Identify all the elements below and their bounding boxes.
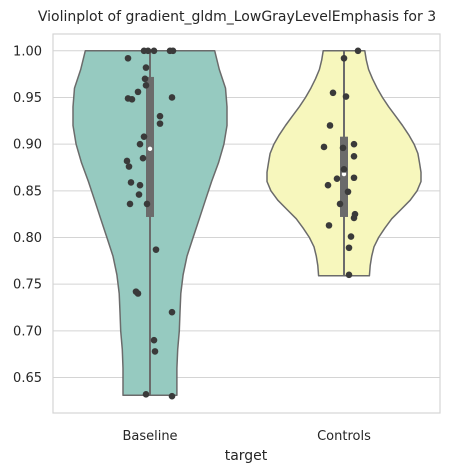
plot-frame	[52, 33, 441, 414]
data-point-baseline	[156, 120, 164, 127]
data-point-baseline	[126, 200, 134, 208]
y-tick-label: 0.65	[13, 371, 42, 386]
data-point-baseline	[150, 47, 158, 55]
iqr-box-controls	[340, 136, 348, 217]
data-point-controls	[336, 200, 344, 208]
data-point-controls	[350, 140, 358, 148]
strip-points	[123, 47, 362, 400]
data-point-baseline	[152, 246, 160, 253]
data-point-baseline	[134, 88, 142, 96]
y-tick-label: 0.85	[13, 184, 42, 199]
y-axis-ticks: 0.65 0.70 0.75 0.80 0.85 0.90 0.95 1.00	[13, 44, 42, 386]
y-tick-label: 0.80	[13, 231, 42, 246]
data-point-controls	[325, 222, 333, 229]
data-point-controls	[345, 271, 353, 279]
y-tick-label: 1.00	[13, 44, 42, 59]
x-tick-label: Controls	[317, 429, 371, 444]
data-point-baseline	[142, 64, 150, 71]
data-point-controls	[326, 122, 334, 129]
x-tick-label: Baseline	[122, 429, 177, 444]
data-point-baseline	[142, 82, 150, 89]
data-point-baseline	[124, 54, 132, 62]
data-point-controls	[347, 233, 355, 240]
data-point-baseline	[168, 308, 176, 316]
data-point-baseline	[134, 290, 142, 297]
data-point-baseline	[168, 94, 176, 101]
data-point-controls	[344, 188, 352, 196]
x-axis-ticks: Baseline Controls	[122, 429, 371, 444]
data-point-baseline	[127, 179, 135, 186]
data-point-controls	[324, 181, 332, 189]
data-point-controls	[339, 144, 347, 152]
data-point-baseline	[139, 154, 147, 162]
data-point-controls	[329, 89, 337, 97]
data-point-baseline	[156, 112, 164, 120]
data-point-controls	[354, 47, 362, 55]
data-point-baseline	[141, 75, 149, 83]
median-controls	[341, 171, 347, 177]
violins	[72, 50, 422, 397]
data-point-baseline	[125, 163, 133, 170]
data-point-controls	[333, 175, 341, 182]
data-point-baseline	[135, 191, 143, 198]
y-tick-label: 0.75	[13, 278, 42, 293]
data-point-baseline	[169, 47, 177, 55]
data-point-baseline	[168, 392, 176, 400]
data-point-baseline	[143, 200, 151, 208]
data-point-controls	[340, 166, 348, 173]
data-point-baseline	[151, 348, 159, 355]
data-point-baseline	[136, 140, 144, 148]
y-tick-label: 0.95	[13, 91, 42, 106]
data-point-baseline	[142, 391, 150, 398]
data-point-baseline	[136, 181, 144, 189]
data-point-baseline	[140, 133, 148, 140]
chart-title: Violinplot of gradient_gldm_LowGrayLevel…	[38, 9, 436, 25]
data-point-controls	[351, 210, 359, 218]
data-point-baseline	[150, 336, 158, 344]
inner-boxes	[146, 50, 348, 396]
data-point-controls	[320, 143, 328, 151]
y-tick-label: 0.90	[13, 138, 42, 153]
data-point-baseline	[123, 157, 131, 165]
data-point-controls	[350, 152, 358, 160]
data-point-controls	[340, 54, 348, 62]
data-point-controls	[345, 244, 353, 252]
x-axis-label: target	[225, 448, 268, 464]
median-baseline	[147, 146, 153, 152]
y-tick-label: 0.70	[13, 324, 42, 339]
data-point-controls	[350, 174, 358, 182]
data-point-controls	[342, 93, 350, 100]
data-point-baseline	[144, 47, 152, 55]
data-point-baseline	[128, 96, 136, 103]
